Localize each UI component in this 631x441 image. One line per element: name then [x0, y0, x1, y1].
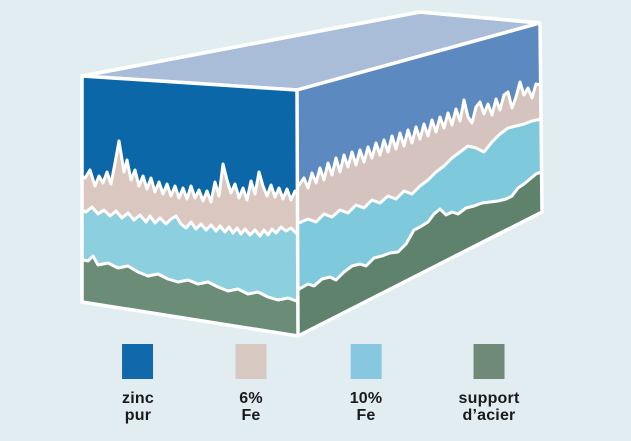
box-outline — [80, 10, 544, 338]
vertical-corner-edge — [295, 88, 300, 338]
front-face — [82, 76, 298, 336]
box-edges — [80, 10, 544, 338]
